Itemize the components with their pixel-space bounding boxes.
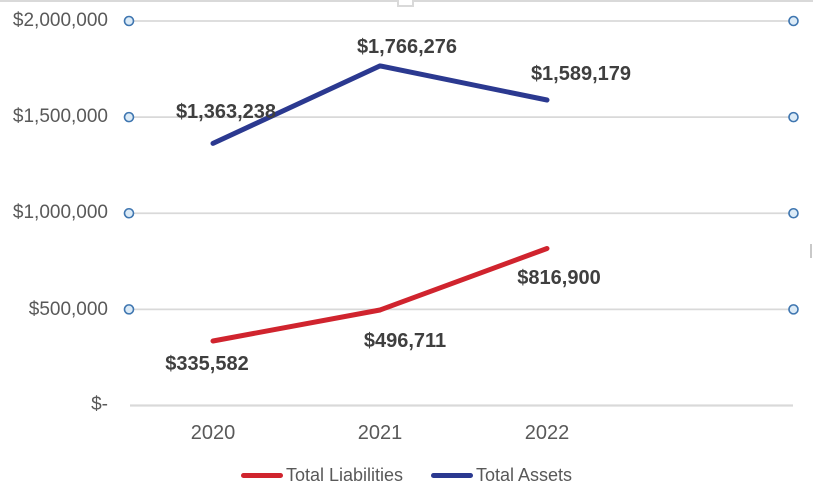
y-tick-label-2000000: $2,000,000: [12, 10, 108, 31]
legend-label: Total Assets: [476, 465, 573, 485]
data-label-assets-2022: $1,589,179: [530, 63, 632, 85]
gridline-end-circle-icon: [788, 207, 799, 219]
gridline-end-circle-icon: [123, 111, 135, 123]
panel-collapse-handle[interactable]: [397, 0, 414, 7]
data-label-liabilities-2022: $816,900: [517, 267, 601, 289]
gridline-end-circle-icon: [123, 15, 135, 27]
legend-label: Total Liabilities: [285, 465, 403, 485]
series-line-total-assets: [210, 63, 550, 146]
gridline-end-circle-icon: [788, 304, 799, 315]
series-line-total-liabilities: [210, 246, 550, 344]
gridline-end-circle-icon: [123, 207, 135, 219]
legend-item-total-assets[interactable]: Total Assets: [431, 465, 572, 486]
legend-swatch-line-icon: [431, 473, 473, 478]
data-label-assets-2021: $1,766,276: [356, 36, 458, 58]
x-tick-label-2022: 2022: [524, 422, 570, 444]
data-label-liabilities-2020: $335,582: [165, 353, 249, 375]
y-tick-label-500000: $500,000: [28, 299, 108, 320]
y-tick-label-1500000: $1,500,000: [12, 106, 108, 127]
data-label-liabilities-2021: $496,711: [363, 330, 447, 352]
gridline-end-circle-icon: [123, 304, 135, 315]
x-tick-label-2021: 2021: [357, 422, 403, 444]
scrollbar-fragment[interactable]: [810, 244, 812, 258]
legend: Total Liabilities Total Assets: [0, 465, 813, 486]
data-label-assets-2020: $1,363,238: [175, 101, 277, 123]
legend-item-total-liabilities[interactable]: Total Liabilities: [240, 465, 403, 486]
x-tick-label-2020: 2020: [190, 422, 236, 444]
gridline-end-circle-icon: [788, 111, 799, 123]
y-tick-label-1000000: $1,000,000: [12, 202, 108, 223]
legend-swatch-line-icon: [240, 473, 283, 478]
gridline-end-circle-icon: [788, 15, 799, 27]
y-tick-label-zero: $-: [91, 394, 108, 415]
